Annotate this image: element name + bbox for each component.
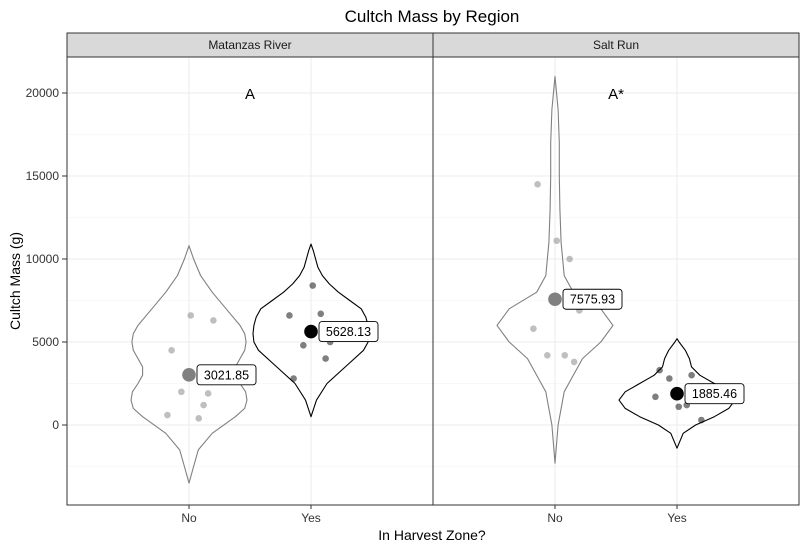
mean-point [182, 368, 196, 382]
facet-panel-matanzas-river: Matanzas River A 3021.85 5628.13 No Yes [66, 32, 434, 525]
data-point [187, 312, 195, 319]
data-point [300, 342, 307, 349]
data-point [210, 317, 217, 324]
data-point [698, 416, 705, 424]
mean-label-box [562, 288, 623, 310]
data-point [561, 351, 569, 359]
panel-background [433, 57, 799, 505]
data-point [317, 310, 325, 318]
y-tick-label: 0 [52, 418, 59, 432]
facet-strip [66, 32, 434, 58]
data-point [200, 401, 207, 409]
y-tick-label: 20000 [26, 86, 60, 100]
data-point [286, 312, 293, 319]
mean-label: 7575.93 [570, 293, 615, 307]
data-point [195, 415, 203, 422]
data-point [178, 388, 185, 396]
x-tick-label: Yes [301, 511, 321, 525]
mean-label-box [684, 383, 745, 405]
mean-point [304, 324, 318, 339]
data-point [666, 375, 673, 382]
chart-title: Cultch Mass by Region [345, 7, 520, 26]
y-tick-label: 5000 [32, 335, 59, 349]
x-tick-label: No [547, 511, 563, 525]
y-tick-label: 15000 [26, 169, 60, 183]
mean-point [670, 386, 684, 401]
data-point [553, 237, 561, 245]
significance-label: A [245, 86, 255, 103]
panel-border [432, 56, 800, 506]
data-point [656, 366, 663, 374]
data-point [309, 282, 317, 289]
y-axis-title: Cultch Mass (g) [7, 232, 23, 330]
violin-yes [618, 338, 736, 449]
data-point [688, 371, 695, 379]
significance-label: A* [608, 86, 624, 103]
violin-no [496, 75, 614, 464]
data-point [534, 181, 541, 188]
data-point [566, 255, 573, 263]
data-point [164, 411, 171, 419]
mean-label-box [318, 321, 379, 343]
data-point [530, 325, 537, 333]
mean-label: 5628.13 [326, 325, 371, 339]
x-tick-label: Yes [667, 511, 687, 525]
x-tick-label: No [181, 511, 197, 525]
y-tick-label: 10000 [26, 252, 60, 266]
data-point [544, 351, 551, 359]
data-point [168, 347, 175, 354]
data-point [675, 403, 683, 411]
data-point [204, 390, 212, 397]
mean-label: 1885.46 [692, 387, 737, 401]
facet-strip-label: Salt Run [593, 38, 639, 52]
facet-strip-label: Matanzas River [208, 38, 291, 52]
data-point [322, 355, 329, 362]
mean-point [548, 292, 562, 307]
panel-background [67, 57, 433, 505]
mean-label: 3021.85 [204, 368, 249, 382]
violin-no [130, 245, 248, 484]
x-axis-title: In Harvest Zone? [378, 527, 486, 543]
data-point [290, 375, 297, 382]
facet-panel-salt-run: Salt Run A* 7575.93 1885.46 No Yes [432, 32, 800, 525]
data-point [570, 358, 578, 366]
data-point [652, 393, 659, 401]
mean-label-box [196, 364, 257, 386]
